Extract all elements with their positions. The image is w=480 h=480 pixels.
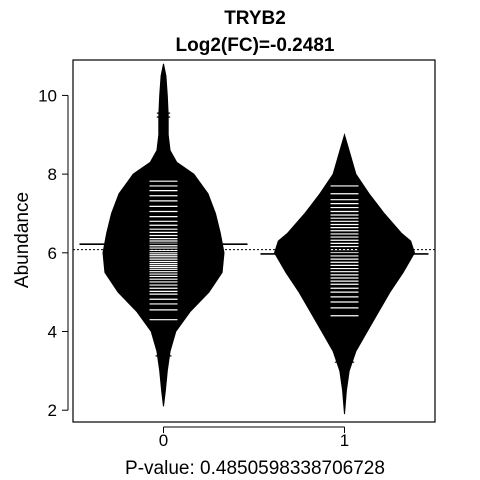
x-tick-label: 1 bbox=[340, 431, 349, 450]
y-tick-label: 10 bbox=[38, 86, 57, 105]
plot-area bbox=[73, 63, 435, 415]
x-tick-label: 0 bbox=[159, 431, 168, 450]
x-axis-label: P-value: 0.4850598338706728 bbox=[125, 458, 385, 479]
plot-frame bbox=[72, 59, 436, 423]
y-tick-label: 2 bbox=[48, 401, 57, 420]
axes: 2 4 6 8 10 0 1 bbox=[38, 59, 436, 450]
y-tick-label: 8 bbox=[48, 165, 57, 184]
y-tick-label: 6 bbox=[48, 244, 57, 263]
chart-subtitle: Log2(FC)=-0.2481 bbox=[176, 35, 335, 56]
y-axis-label: Abundance bbox=[12, 192, 33, 288]
y-tick-label: 4 bbox=[48, 323, 57, 342]
chart-title: TRYB2 bbox=[224, 8, 286, 29]
